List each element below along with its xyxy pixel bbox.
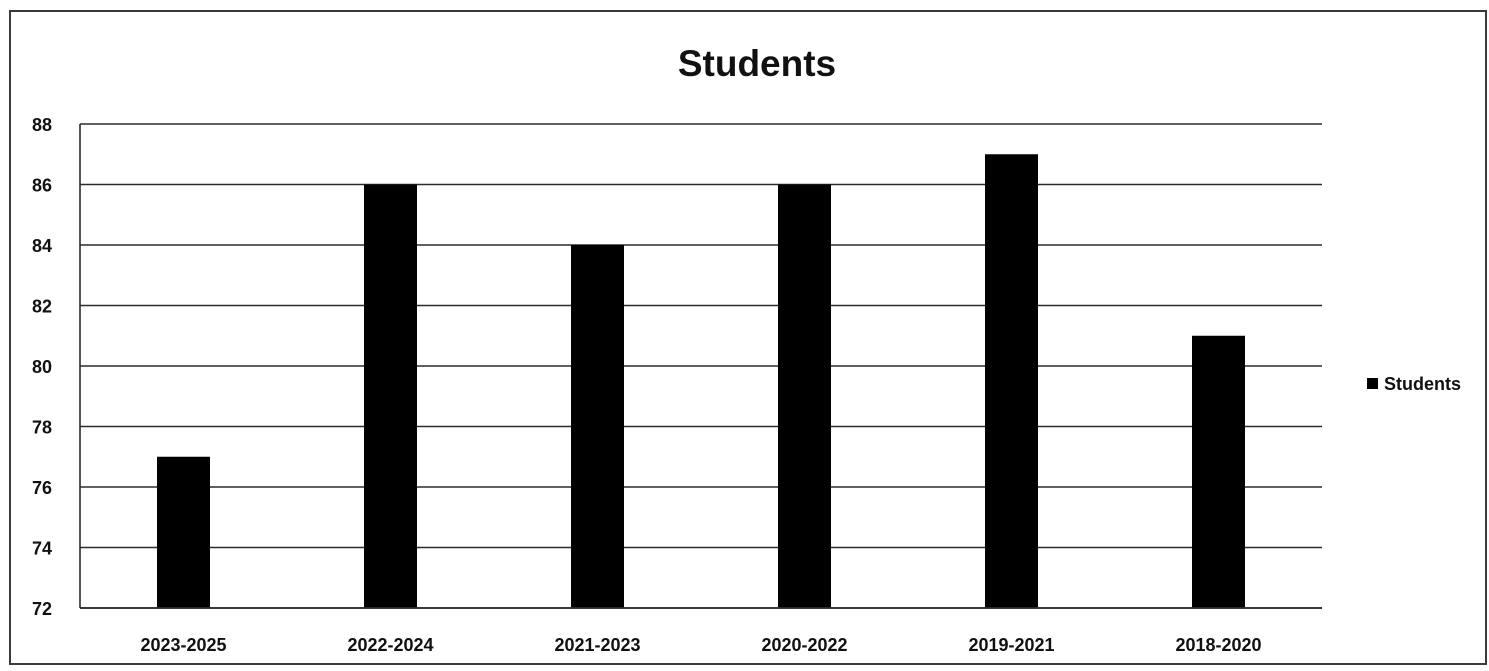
bars <box>157 154 1245 608</box>
legend: Students <box>1367 374 1461 394</box>
gridlines <box>80 123 1322 609</box>
y-tick-label: 82 <box>32 297 52 317</box>
y-tick-label: 84 <box>32 236 52 256</box>
bar-2022-2024 <box>364 184 417 608</box>
bar-2023-2025 <box>157 456 210 608</box>
y-tick-label: 80 <box>32 357 52 377</box>
y-tick-label: 78 <box>32 418 52 438</box>
y-axis: 72 74 76 78 80 82 84 86 88 <box>32 115 81 619</box>
x-tick-label: 2020-2022 <box>761 635 847 655</box>
y-tick-label: 88 <box>32 115 52 135</box>
chart-title: Students <box>678 43 836 84</box>
y-tick-label: 72 <box>32 599 52 619</box>
y-tick-label: 86 <box>32 176 52 196</box>
y-tick-label: 74 <box>32 539 52 559</box>
legend-swatch <box>1367 378 1378 389</box>
x-tick-label: 2022-2024 <box>347 635 433 655</box>
bar-2021-2023 <box>571 245 624 608</box>
x-tick-label: 2021-2023 <box>554 635 640 655</box>
bar-2020-2022 <box>778 184 831 608</box>
x-tick-label: 2018-2020 <box>1175 635 1261 655</box>
x-tick-label: 2023-2025 <box>140 635 226 655</box>
x-axis: 2023-2025 2022-2024 2021-2023 2020-2022 2019… <box>80 607 1322 655</box>
legend-label: Students <box>1384 374 1461 394</box>
y-tick-label: 76 <box>32 478 52 498</box>
bar-2018-2020 <box>1192 335 1245 608</box>
bar-2019-2021 <box>985 154 1038 608</box>
x-tick-label: 2019-2021 <box>968 635 1054 655</box>
